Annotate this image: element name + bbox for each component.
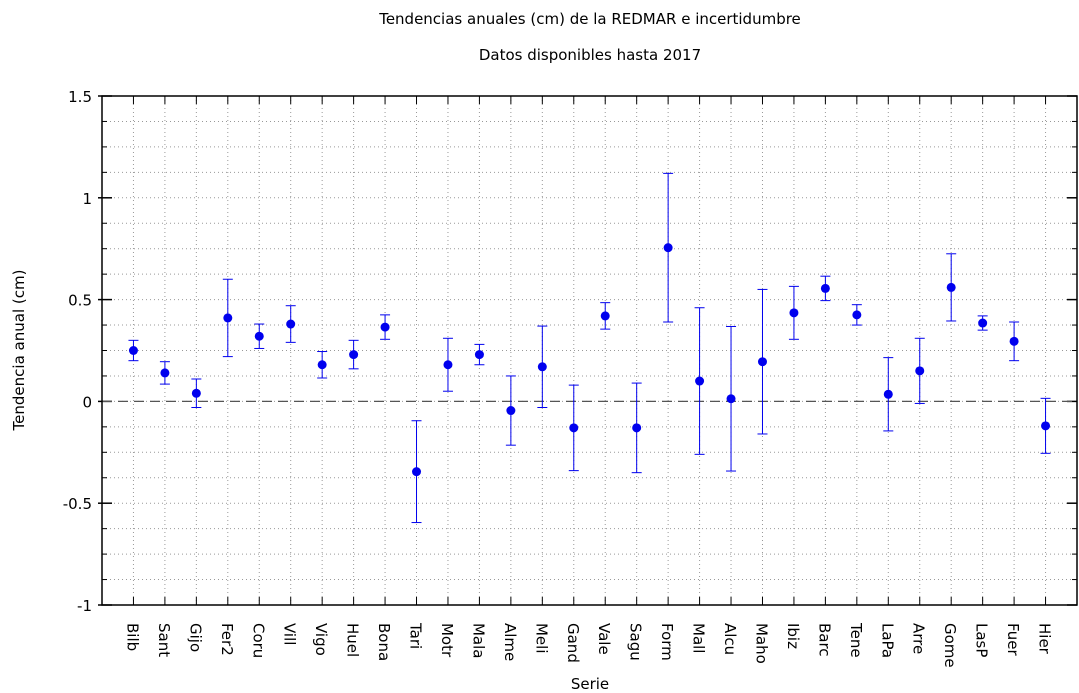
point xyxy=(380,322,390,332)
point xyxy=(537,362,547,372)
x-tick-label: LaPa xyxy=(878,623,896,658)
x-tick-label: Ibiz xyxy=(784,623,802,649)
x-tick-label: Hier xyxy=(1036,623,1054,655)
point xyxy=(1041,421,1051,431)
point xyxy=(632,423,642,433)
x-axis-label: Serie xyxy=(571,675,609,693)
x-tick-label: Maho xyxy=(752,623,770,664)
y-tick-label: -1 xyxy=(77,597,92,615)
x-tick-label: Motr xyxy=(438,623,456,658)
x-tick-label: Fuer xyxy=(1004,623,1022,657)
x-tick-label: Vale xyxy=(595,623,613,655)
x-tick-label: Gand xyxy=(564,623,582,663)
point xyxy=(883,389,893,399)
point xyxy=(757,357,767,367)
point xyxy=(160,368,170,378)
point xyxy=(223,313,233,323)
point xyxy=(317,360,327,370)
y-tick-label: -0.5 xyxy=(63,495,92,513)
point xyxy=(1009,336,1019,346)
y-axis-label: Tendencia anual (cm) xyxy=(10,270,28,432)
x-tick-label: Arre xyxy=(910,623,928,654)
point xyxy=(820,283,830,293)
x-tick-label: Gijo xyxy=(186,623,204,652)
point xyxy=(506,406,516,416)
x-tick-label: Meli xyxy=(532,623,550,654)
x-tick-label: Mala xyxy=(469,623,487,659)
x-tick-label: LasP xyxy=(973,623,991,657)
chart-subtitle: Datos disponibles hasta 2017 xyxy=(479,46,701,64)
chart-title: Tendencias anuales (cm) de la REDMAR e i… xyxy=(378,10,801,28)
x-tick-label: Coru xyxy=(249,623,267,658)
x-tick-label: Form xyxy=(658,623,676,661)
x-tick-label: Alme xyxy=(501,623,519,661)
point xyxy=(600,311,610,321)
point xyxy=(569,423,579,433)
y-tick-label: 1 xyxy=(82,190,92,208)
y-tick-label: 0 xyxy=(82,393,92,411)
point xyxy=(349,350,359,360)
point xyxy=(254,331,264,341)
point xyxy=(128,346,138,355)
x-tick-label: Bona xyxy=(375,623,393,661)
x-tick-label: Huel xyxy=(344,623,362,657)
point xyxy=(663,243,673,253)
point xyxy=(946,282,956,292)
point xyxy=(474,350,484,360)
x-tick-label: Fer2 xyxy=(218,623,236,656)
x-tick-label: Vill xyxy=(281,623,299,645)
point xyxy=(695,376,705,386)
x-tick-label: Bilb xyxy=(123,623,141,651)
x-tick-label: Alcu xyxy=(721,623,739,655)
x-tick-label: Gome xyxy=(941,623,959,668)
y-tick-label: 1.5 xyxy=(68,88,92,106)
x-tick-label: Sagu xyxy=(627,623,645,661)
point xyxy=(915,366,925,376)
x-tick-label: Sant xyxy=(155,623,173,657)
y-tick-label: 0.5 xyxy=(68,292,92,310)
x-tick-label: Tari xyxy=(407,622,425,649)
point xyxy=(789,308,799,318)
point xyxy=(191,388,201,398)
x-tick-label: Barc xyxy=(815,623,833,657)
point xyxy=(852,310,862,320)
point xyxy=(978,318,988,328)
x-tick-label: Tene xyxy=(847,622,865,658)
plot-frame xyxy=(101,95,1078,606)
point xyxy=(412,467,422,477)
point xyxy=(726,394,736,404)
point xyxy=(286,319,296,329)
x-tick-label: Mall xyxy=(690,623,708,653)
point xyxy=(443,360,453,370)
x-tick-label: Vigo xyxy=(312,623,330,656)
